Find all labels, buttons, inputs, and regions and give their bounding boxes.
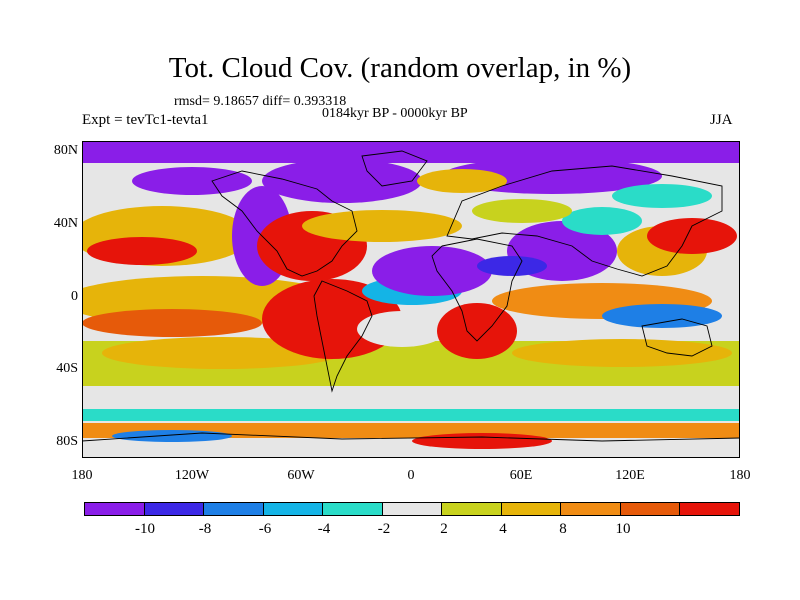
lon-label-180e: 180 (729, 468, 751, 483)
colorbar-label-2: -8 (198, 521, 212, 537)
coast-north-america (211, 170, 358, 277)
colorbar-label-8: 8 (559, 521, 567, 537)
field-east-siberia-teal (612, 184, 712, 208)
colorbar-label-6: 2 (440, 521, 448, 537)
field-west-pacific-red (647, 218, 737, 254)
lat-label-40s: 40S (56, 361, 78, 376)
coast-africa (431, 238, 523, 342)
colorbar-label-3: -6 (258, 521, 272, 537)
lat-label-40n: 40N (53, 216, 78, 231)
field-antarctic-orange-band (82, 423, 740, 438)
coast-greenland (361, 150, 428, 187)
colorbar-swatch-1 (85, 503, 145, 515)
map-frame (82, 141, 740, 458)
field-north-atlantic-orange (302, 210, 462, 242)
colorbar-swatch-8 (501, 503, 562, 515)
colorbar-label-1: -10 (135, 521, 155, 537)
coast-antarctica (82, 432, 740, 442)
colorbar-label-7: 4 (499, 521, 507, 537)
season-label: JJA (710, 112, 733, 128)
field-arctic-purple (82, 141, 740, 163)
lon-label-60w: 60W (287, 468, 315, 483)
field-scandinavia-orange (417, 169, 507, 193)
cloud-cover-map (82, 141, 740, 458)
field-south-indian-orange (512, 339, 732, 367)
coast-south-america (313, 280, 373, 393)
colorbar-swatch-11 (680, 503, 740, 515)
colorbar-swatch-9 (561, 503, 621, 515)
lon-label-60e: 60E (509, 468, 533, 483)
field-tropical-pacific-red (82, 309, 262, 337)
field-alaska-purple (132, 167, 252, 195)
lat-label-0: 0 (71, 289, 78, 304)
field-antarctic-red (412, 433, 552, 449)
colorbar-label-9: 10 (615, 521, 631, 537)
colorbar-swatch-2 (144, 503, 205, 515)
experiment-label: Expt = tevTc1-tevta1 (82, 112, 209, 128)
coastline-group (82, 150, 740, 442)
coast-australia (641, 318, 713, 357)
lon-label-120e: 120E (615, 468, 645, 483)
lat-label-80s: 80S (56, 434, 78, 449)
colorbar-swatch-10 (620, 503, 681, 515)
field-red-sea-blue (477, 256, 547, 276)
lat-label-80n: 80N (53, 143, 78, 158)
colorbar-swatch-7 (442, 503, 502, 515)
field-antarctic-white (82, 438, 740, 458)
colorbar (84, 502, 740, 516)
chart-title: Tot. Cloud Cov. (random overlap, in %) (168, 52, 632, 84)
field-maritime-blue (602, 304, 722, 328)
colorbar-swatch-3 (204, 503, 264, 515)
colorbar-label-5: -2 (377, 521, 391, 537)
period-label: 0184kyr BP - 0000kyr BP (322, 106, 468, 121)
field-north-pacific-red (87, 237, 197, 265)
field-south-teal-band (82, 409, 740, 421)
field-central-asia-teal (562, 207, 642, 235)
coast-eurasia (446, 165, 723, 277)
colorbar-swatch-4 (263, 503, 324, 515)
colorbar-swatch-5 (323, 503, 383, 515)
field-sahara-purple (372, 246, 492, 296)
rmsd-diff-stats: rmsd= 9.18657 diff= 0.393318 (174, 94, 347, 109)
lon-label-0: 0 (407, 468, 415, 483)
lon-label-120w: 120W (174, 468, 210, 483)
field-antarctic-blue (112, 430, 232, 442)
colorbar-swatch-6 (382, 503, 443, 515)
field-south-africa-red (437, 303, 517, 359)
lon-label-180w: 180 (71, 468, 93, 483)
field-greenland-purple (262, 159, 422, 203)
field-south-atlantic-white (357, 311, 447, 347)
colorbar-label-4: -4 (317, 521, 331, 537)
field-europe-yellow (472, 199, 572, 223)
